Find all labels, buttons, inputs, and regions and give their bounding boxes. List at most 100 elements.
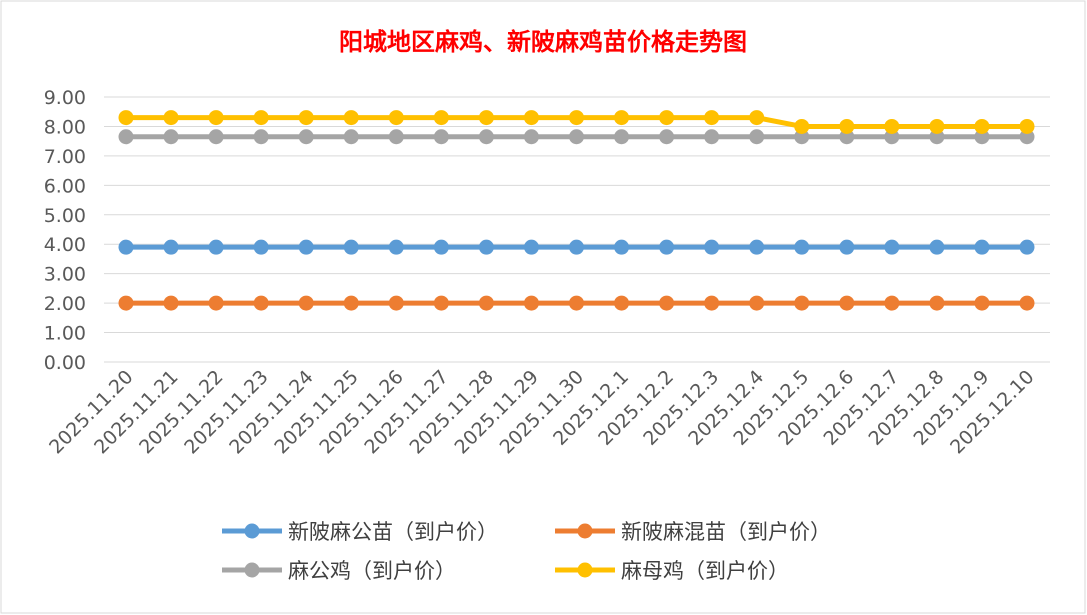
data-point xyxy=(614,129,630,145)
data-point xyxy=(794,118,810,134)
data-point xyxy=(298,239,314,255)
data-point xyxy=(704,295,720,311)
data-point xyxy=(343,129,359,145)
y-tick-label: 1.00 xyxy=(44,323,86,345)
data-point xyxy=(569,110,584,126)
data-point xyxy=(163,239,179,255)
data-point xyxy=(208,295,224,311)
y-tick-label: 4.00 xyxy=(44,234,86,256)
legend-label: 麻母鸡（到户价） xyxy=(621,559,789,583)
y-tick-label: 5.00 xyxy=(44,205,86,227)
data-point xyxy=(433,129,449,145)
data-point xyxy=(343,110,359,126)
data-point xyxy=(253,239,269,255)
y-tick-label: 0.00 xyxy=(44,352,86,374)
data-point xyxy=(478,110,494,126)
data-point xyxy=(523,110,539,126)
y-tick-label: 2.00 xyxy=(44,293,86,315)
data-point xyxy=(569,295,584,311)
data-point xyxy=(388,295,404,311)
data-point xyxy=(523,129,539,145)
data-point xyxy=(974,239,990,255)
data-point xyxy=(929,239,945,255)
data-point xyxy=(253,295,269,311)
data-point xyxy=(253,129,269,145)
data-point xyxy=(1019,239,1035,255)
y-tick-label: 3.00 xyxy=(44,264,86,286)
data-point xyxy=(839,295,855,311)
legend-marker xyxy=(577,562,593,578)
data-point xyxy=(163,129,179,145)
data-point xyxy=(118,239,134,255)
y-tick-label: 6.00 xyxy=(44,175,86,197)
data-point xyxy=(433,239,449,255)
legend-marker xyxy=(244,523,260,539)
data-point xyxy=(614,110,630,126)
data-point xyxy=(163,110,179,126)
data-point xyxy=(749,239,765,255)
data-point xyxy=(388,110,404,126)
series-0 xyxy=(118,239,1035,255)
data-point xyxy=(1019,118,1035,134)
chart-title: 阳城地区麻鸡、新陂麻鸡苗价格走势图 xyxy=(339,28,747,56)
data-point xyxy=(929,118,945,134)
data-point xyxy=(974,295,990,311)
y-tick-label: 8.00 xyxy=(44,116,86,138)
legend-marker xyxy=(244,562,260,578)
data-point xyxy=(839,239,855,255)
data-point xyxy=(659,110,675,126)
data-point xyxy=(569,239,584,255)
legend-marker xyxy=(577,523,593,539)
data-point xyxy=(794,295,810,311)
series-3 xyxy=(118,110,1035,134)
data-point xyxy=(794,239,810,255)
data-point xyxy=(659,129,675,145)
data-point xyxy=(208,110,224,126)
data-point xyxy=(614,239,630,255)
data-point xyxy=(298,295,314,311)
data-point xyxy=(884,129,900,145)
legend-label: 麻公鸡（到户价） xyxy=(288,559,456,583)
series-2 xyxy=(118,129,1035,145)
data-point xyxy=(478,295,494,311)
data-point xyxy=(839,129,855,145)
data-point xyxy=(478,129,494,145)
data-point xyxy=(569,129,584,145)
data-point xyxy=(433,110,449,126)
data-point xyxy=(523,239,539,255)
data-point xyxy=(704,129,720,145)
data-point xyxy=(704,239,720,255)
data-point xyxy=(974,129,990,145)
data-point xyxy=(1019,129,1035,145)
data-point xyxy=(794,129,810,145)
data-point xyxy=(884,295,900,311)
data-point xyxy=(884,239,900,255)
data-point xyxy=(208,239,224,255)
data-point xyxy=(478,239,494,255)
data-point xyxy=(929,129,945,145)
data-point xyxy=(343,239,359,255)
data-point xyxy=(163,295,179,311)
data-point xyxy=(388,129,404,145)
legend-label: 新陂麻混苗（到户价） xyxy=(621,520,831,544)
y-tick-label: 7.00 xyxy=(44,146,86,168)
data-point xyxy=(659,295,675,311)
legend-item: 新陂麻混苗（到户价） xyxy=(555,520,831,544)
data-point xyxy=(298,110,314,126)
legend-item: 新陂麻公苗（到户价） xyxy=(222,520,498,544)
data-point xyxy=(208,129,224,145)
data-point xyxy=(929,295,945,311)
data-point xyxy=(704,110,720,126)
data-point xyxy=(749,295,765,311)
data-point xyxy=(433,295,449,311)
data-point xyxy=(839,118,855,134)
data-point xyxy=(749,110,765,126)
data-point xyxy=(118,295,134,311)
data-point xyxy=(343,295,359,311)
data-point xyxy=(388,239,404,255)
data-point xyxy=(614,295,630,311)
legend-item: 麻公鸡（到户价） xyxy=(222,559,456,583)
data-point xyxy=(749,129,765,145)
